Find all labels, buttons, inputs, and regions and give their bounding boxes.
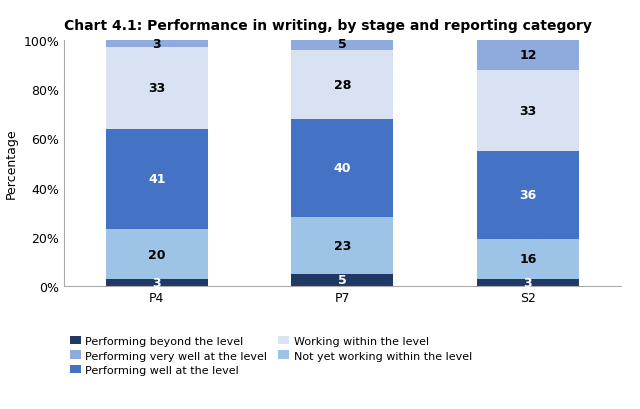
Legend: Performing beyond the level, Performing very well at the level, Performing well : Performing beyond the level, Performing … (70, 336, 472, 375)
Bar (106, 279, 208, 286)
Bar (291, 119, 394, 218)
Text: 20: 20 (148, 248, 166, 261)
Bar (291, 274, 394, 286)
Text: 23: 23 (333, 239, 351, 252)
Text: 5: 5 (338, 274, 347, 287)
Text: 12: 12 (519, 49, 537, 62)
Bar (291, 38, 394, 51)
Bar (291, 51, 394, 119)
Bar (291, 218, 394, 274)
Bar (477, 151, 579, 240)
Bar (106, 230, 208, 279)
Text: 40: 40 (333, 162, 351, 175)
Text: Chart 4.1: Performance in writing, by stage and reporting category: Chart 4.1: Performance in writing, by st… (64, 19, 592, 33)
Text: 3: 3 (524, 276, 532, 289)
Text: 28: 28 (333, 79, 351, 92)
Text: 3: 3 (152, 38, 161, 51)
Text: 3: 3 (152, 276, 161, 289)
Bar (106, 129, 208, 230)
Text: 5: 5 (338, 38, 347, 51)
Bar (477, 41, 579, 70)
Text: 16: 16 (519, 253, 537, 266)
Text: 33: 33 (520, 104, 536, 117)
Text: 36: 36 (520, 189, 536, 202)
Bar (477, 240, 579, 279)
Text: 33: 33 (148, 82, 165, 95)
Bar (106, 41, 208, 48)
Bar (106, 48, 208, 129)
Text: 41: 41 (148, 173, 166, 186)
Y-axis label: Percentage: Percentage (4, 128, 18, 199)
Bar (477, 70, 579, 151)
Bar (477, 279, 579, 286)
